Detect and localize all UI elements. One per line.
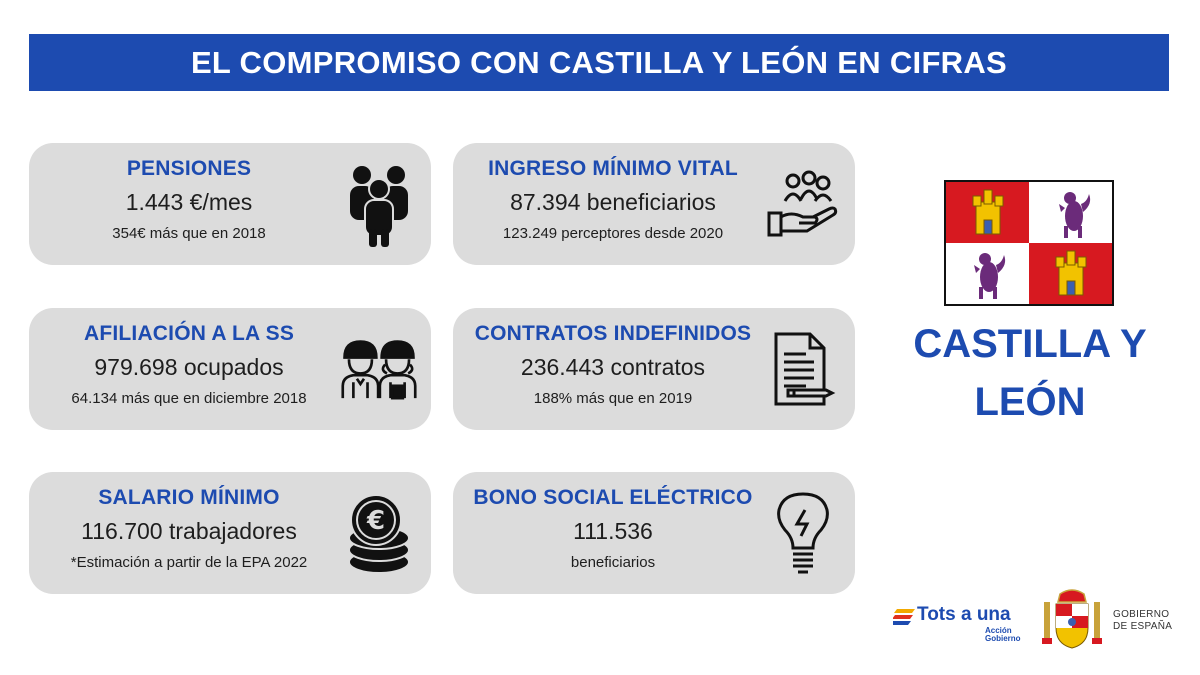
region-name: CASTILLA Y LEÓN bbox=[880, 315, 1180, 431]
brand-subtitle: Acción Gobierno bbox=[985, 627, 1021, 643]
castilla-leon-flag bbox=[944, 180, 1114, 306]
brand-name: Tots a una bbox=[917, 604, 1011, 625]
card-pensiones: PENSIONES 1.443 €/mes 354€ más que en 20… bbox=[29, 143, 431, 265]
card-title: AFILIACIÓN A LA SS bbox=[83, 322, 295, 345]
brand-subtitle-line-1: Acción bbox=[985, 626, 1012, 635]
lightbulb-icon bbox=[765, 486, 841, 580]
card-title: PENSIONES bbox=[126, 157, 252, 180]
header-banner: EL COMPROMISO CON CASTILLA Y LEÓN EN CIF… bbox=[29, 34, 1169, 91]
euro-coins-icon: € bbox=[341, 486, 417, 580]
card-note: *Estimación a partir de la EPA 2022 bbox=[70, 554, 308, 571]
hand-people-icon bbox=[765, 157, 841, 251]
card-value: 111.536 bbox=[573, 518, 653, 544]
gov-line-2: DE ESPAÑA bbox=[1113, 621, 1173, 632]
card-ingreso-minimo-vital: INGRESO MÍNIMO VITAL 87.394 beneficiario… bbox=[453, 143, 855, 265]
workers-icon bbox=[341, 322, 417, 416]
card-title: CONTRATOS INDEFINIDOS bbox=[474, 322, 752, 345]
tots-a-una-logo: Tots a una Acción Gobierno bbox=[893, 604, 1028, 646]
region-line-2: LEÓN bbox=[974, 380, 1086, 424]
card-bono-social-electrico: BONO SOCIAL ELÉCTRICO 111.536 beneficiar… bbox=[453, 472, 855, 594]
page-title: EL COMPROMISO CON CASTILLA Y LEÓN EN CIF… bbox=[190, 44, 1008, 80]
spain-coat-of-arms-icon bbox=[1040, 588, 1104, 650]
card-value: 979.698 ocupados bbox=[94, 354, 284, 380]
card-title: INGRESO MÍNIMO VITAL bbox=[488, 157, 738, 180]
card-value: 236.443 contratos bbox=[520, 354, 706, 380]
region-line-1: CASTILLA Y bbox=[913, 322, 1147, 366]
card-afiliacion-ss: AFILIACIÓN A LA SS 979.698 ocupados 64.1… bbox=[29, 308, 431, 430]
card-salario-minimo: SALARIO MÍNIMO 116.700 trabajadores *Est… bbox=[29, 472, 431, 594]
gobierno-de-espana-label: GOBIERNO DE ESPAÑA bbox=[1113, 609, 1172, 633]
card-value: 1.443 €/mes bbox=[125, 189, 253, 215]
card-title: BONO SOCIAL ELÉCTRICO bbox=[473, 486, 753, 509]
card-note: 354€ más que en 2018 bbox=[112, 225, 266, 242]
card-note: beneficiarios bbox=[570, 554, 656, 571]
gov-line-1: GOBIERNO bbox=[1113, 609, 1170, 620]
brand-subtitle-line-2: Gobierno bbox=[985, 634, 1021, 643]
svg-text:€: € bbox=[366, 506, 385, 536]
contract-document-icon bbox=[765, 322, 841, 416]
card-note: 64.134 más que en diciembre 2018 bbox=[71, 390, 307, 407]
card-value: 116.700 trabajadores bbox=[81, 518, 297, 544]
card-contratos-indefinidos: CONTRATOS INDEFINIDOS 236.443 contratos … bbox=[453, 308, 855, 430]
stripes-icon bbox=[893, 609, 915, 625]
people-group-icon bbox=[341, 157, 417, 251]
card-value: 87.394 beneficiarios bbox=[510, 189, 716, 215]
card-note: 123.249 perceptores desde 2020 bbox=[502, 225, 724, 242]
card-note: 188% más que en 2019 bbox=[533, 390, 693, 407]
card-title: SALARIO MÍNIMO bbox=[98, 486, 280, 509]
